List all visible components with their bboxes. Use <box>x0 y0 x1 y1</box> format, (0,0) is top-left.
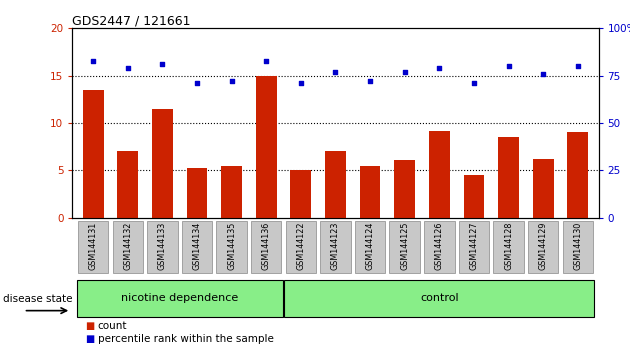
Point <box>503 63 513 69</box>
Text: GSM144134: GSM144134 <box>193 222 202 270</box>
FancyBboxPatch shape <box>113 221 143 273</box>
FancyBboxPatch shape <box>355 221 386 273</box>
Text: GDS2447 / 121661: GDS2447 / 121661 <box>72 14 191 27</box>
FancyBboxPatch shape <box>284 280 594 317</box>
Bar <box>117 152 138 218</box>
Point <box>399 69 410 75</box>
Bar <box>152 109 173 218</box>
Text: ■: ■ <box>85 334 94 344</box>
Text: GSM144133: GSM144133 <box>158 222 167 270</box>
FancyBboxPatch shape <box>147 221 178 273</box>
Text: GSM144124: GSM144124 <box>365 222 375 270</box>
Bar <box>394 160 415 218</box>
Bar <box>256 76 277 218</box>
Bar <box>533 159 554 218</box>
Bar <box>568 132 588 218</box>
Bar <box>186 167 207 218</box>
Point <box>469 80 479 86</box>
Point <box>365 79 375 84</box>
FancyBboxPatch shape <box>493 221 524 273</box>
Point <box>296 80 306 86</box>
Point <box>538 71 548 76</box>
Text: disease state: disease state <box>3 294 72 304</box>
FancyBboxPatch shape <box>285 221 316 273</box>
Bar <box>325 152 346 218</box>
FancyBboxPatch shape <box>424 221 454 273</box>
Text: GSM144127: GSM144127 <box>469 222 478 270</box>
Text: GSM144131: GSM144131 <box>89 222 98 270</box>
Text: GSM144122: GSM144122 <box>296 222 306 270</box>
Bar <box>290 170 311 218</box>
Text: GSM144129: GSM144129 <box>539 222 547 270</box>
FancyBboxPatch shape <box>528 221 558 273</box>
Text: GSM144125: GSM144125 <box>400 222 410 270</box>
FancyBboxPatch shape <box>320 221 351 273</box>
Text: GSM144126: GSM144126 <box>435 222 444 270</box>
Point <box>434 65 444 71</box>
Point <box>261 58 272 63</box>
Text: GSM144135: GSM144135 <box>227 222 236 270</box>
Text: ■: ■ <box>85 321 94 331</box>
Bar <box>221 166 242 218</box>
Point <box>123 65 133 71</box>
Bar <box>360 166 381 218</box>
FancyBboxPatch shape <box>217 221 247 273</box>
FancyBboxPatch shape <box>563 221 593 273</box>
Text: GSM144128: GSM144128 <box>504 222 513 270</box>
Text: GSM144130: GSM144130 <box>573 222 582 270</box>
Point <box>227 79 237 84</box>
Text: control: control <box>420 293 459 303</box>
Text: nicotine dependence: nicotine dependence <box>121 293 238 303</box>
Text: count: count <box>98 321 127 331</box>
FancyBboxPatch shape <box>389 221 420 273</box>
Point <box>573 63 583 69</box>
Text: percentile rank within the sample: percentile rank within the sample <box>98 334 273 344</box>
Bar <box>464 175 484 218</box>
FancyBboxPatch shape <box>251 221 282 273</box>
FancyBboxPatch shape <box>459 221 489 273</box>
FancyBboxPatch shape <box>78 221 108 273</box>
Text: GSM144123: GSM144123 <box>331 222 340 270</box>
FancyBboxPatch shape <box>182 221 212 273</box>
Point <box>88 58 98 63</box>
Text: GSM144132: GSM144132 <box>123 222 132 270</box>
Point <box>192 80 202 86</box>
Bar <box>498 137 519 218</box>
FancyBboxPatch shape <box>77 280 283 317</box>
Point <box>330 69 340 75</box>
Text: GSM144136: GSM144136 <box>261 222 271 270</box>
Bar <box>429 131 450 218</box>
Bar <box>83 90 103 218</box>
Point <box>158 62 168 67</box>
